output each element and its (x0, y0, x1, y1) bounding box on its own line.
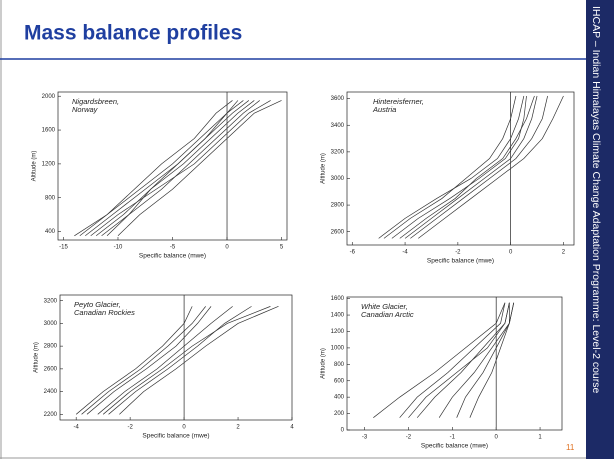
profile-line (378, 95, 525, 239)
profile-line (117, 100, 282, 237)
x-tick-label: -6 (350, 250, 356, 256)
profile-line (373, 302, 506, 418)
panel-title: Canadian Rockies (74, 308, 135, 317)
profile-line (75, 306, 193, 415)
x-tick-label: -2 (455, 250, 461, 256)
x-tick-label: -2 (406, 435, 412, 441)
profile-line (102, 306, 271, 415)
y-tick-label: 3000 (44, 321, 58, 327)
x-tick-label: 2 (236, 425, 240, 431)
profile-line (410, 95, 548, 239)
x-axis-label: Specific balance (mwe) (427, 258, 494, 265)
profile-line (79, 100, 233, 237)
x-tick-label: -5 (170, 245, 176, 251)
y-tick-label: 2800 (331, 203, 345, 209)
x-tick-label: -10 (114, 245, 123, 251)
x-tick-label: 5 (280, 245, 284, 251)
profile-line (108, 306, 252, 415)
y-axis-label: Altitude (m) (321, 348, 327, 379)
x-tick-label: -4 (74, 425, 80, 431)
y-tick-label: 400 (45, 229, 56, 235)
x-tick-label: 2 (562, 250, 566, 256)
panel-title: White Glacier, (361, 302, 408, 311)
x-tick-label: -3 (362, 435, 368, 441)
profile-line (399, 302, 506, 418)
profile-line (383, 95, 517, 239)
y-tick-label: 600 (334, 378, 345, 384)
y-tick-label: 2000 (42, 94, 56, 100)
slide-title: Mass balance profiles (24, 22, 242, 45)
y-tick-label: 1600 (42, 128, 56, 134)
y-axis-label: Altitude (m) (321, 153, 327, 184)
profile-line (404, 95, 538, 239)
x-axis-label: Specific balance (mwe) (142, 433, 209, 440)
y-tick-label: 1400 (331, 313, 345, 319)
x-tick-label: 0 (509, 250, 513, 256)
profile-line (86, 306, 212, 415)
y-tick-label: 200 (334, 411, 345, 417)
y-tick-label: 2600 (44, 366, 58, 372)
sidebar-text: IHCAP – Indian Himalayas Climate Change … (590, 6, 602, 393)
x-tick-label: -2 (127, 425, 133, 431)
panel-title: Hintereisferner, (373, 97, 424, 106)
panel-title: Nigardsbreen, (72, 97, 119, 106)
y-tick-label: 3400 (331, 123, 345, 129)
sidebar (586, 0, 614, 459)
x-axis-label: Specific balance (mwe) (139, 253, 206, 260)
plot-frame (346, 296, 563, 431)
y-axis-label: Altitude (m) (32, 151, 38, 182)
profile-line (391, 95, 527, 239)
profile-line (469, 302, 515, 418)
y-tick-label: 3200 (331, 149, 345, 155)
y-tick-label: 1200 (331, 329, 345, 335)
plot-frame (59, 294, 293, 421)
profile-line (81, 306, 206, 415)
x-tick-label: 0 (495, 435, 499, 441)
y-tick-label: 1600 (331, 296, 345, 302)
panel-title: Austria (372, 105, 396, 114)
y-tick-label: 800 (45, 195, 56, 201)
y-tick-label: 800 (334, 362, 345, 368)
x-tick-label: 1 (538, 435, 542, 441)
panel-title: Canadian Arctic (361, 310, 414, 319)
y-tick-label: 2600 (331, 229, 345, 235)
profile-line (101, 100, 239, 237)
y-tick-label: 1000 (331, 345, 345, 351)
profile-line (95, 100, 255, 237)
y-tick-label: 2800 (44, 344, 58, 350)
y-tick-label: 0 (341, 428, 345, 434)
profile-line (399, 95, 535, 239)
x-axis-label: Specific balance (mwe) (421, 443, 488, 450)
y-tick-label: 3600 (331, 96, 345, 102)
y-tick-label: 1200 (42, 161, 56, 167)
x-tick-label: 0 (225, 245, 229, 251)
y-tick-label: 3200 (44, 298, 58, 304)
y-tick-label: 2200 (44, 412, 58, 418)
profile-line (408, 302, 510, 418)
panel-title: Norway (72, 105, 99, 114)
y-axis-label: Altitude (m) (34, 342, 40, 373)
plot-frame (346, 91, 575, 246)
page-number: 11 (566, 443, 575, 452)
x-tick-label: 0 (182, 425, 186, 431)
x-tick-label: 4 (290, 425, 294, 431)
y-tick-label: 400 (334, 395, 345, 401)
profile-line (119, 306, 279, 415)
y-tick-label: 2400 (44, 389, 58, 395)
profile-line (418, 95, 564, 239)
panel-title: Peyto Glacier, (74, 300, 121, 309)
x-tick-label: -15 (59, 245, 68, 251)
profile-line (90, 100, 271, 237)
x-tick-label: -4 (402, 250, 408, 256)
profile-line (438, 302, 510, 418)
profile-line (97, 306, 233, 415)
x-tick-label: -1 (450, 435, 456, 441)
y-tick-label: 3000 (331, 176, 345, 182)
